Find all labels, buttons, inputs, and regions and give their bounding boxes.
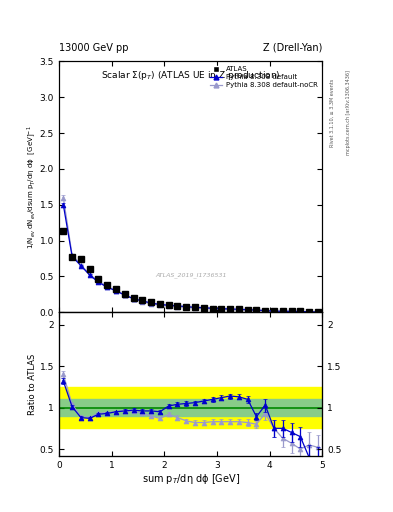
Y-axis label: 1/N$_{ev}$ dN$_{ev}$/dsum p$_T$/dη dϕ  [GeV]$^{-1}$: 1/N$_{ev}$ dN$_{ev}$/dsum p$_T$/dη dϕ [G… (26, 125, 39, 249)
Bar (59, 387, 322, 429)
Bar (59, 399, 322, 416)
Text: Scalar $\Sigma$(p$_T$) (ATLAS UE in Z production): Scalar $\Sigma$(p$_T$) (ATLAS UE in Z pr… (101, 69, 281, 82)
Legend: ATLAS, Pythia 8.308 default, Pythia 8.308 default-noCR: ATLAS, Pythia 8.308 default, Pythia 8.30… (208, 65, 319, 90)
Y-axis label: Ratio to ATLAS: Ratio to ATLAS (28, 353, 37, 415)
Text: ATLAS_2019_I1736531: ATLAS_2019_I1736531 (155, 272, 226, 278)
Text: mcplots.cern.ch [arXiv:1306.3436]: mcplots.cern.ch [arXiv:1306.3436] (346, 70, 351, 155)
Text: Z (Drell-Yan): Z (Drell-Yan) (263, 42, 322, 53)
Text: Rivet 3.1.10, ≥ 3.3M events: Rivet 3.1.10, ≥ 3.3M events (330, 78, 335, 147)
Text: 13000 GeV pp: 13000 GeV pp (59, 42, 129, 53)
X-axis label: sum p$_T$/dη dϕ [GeV]: sum p$_T$/dη dϕ [GeV] (141, 472, 240, 486)
